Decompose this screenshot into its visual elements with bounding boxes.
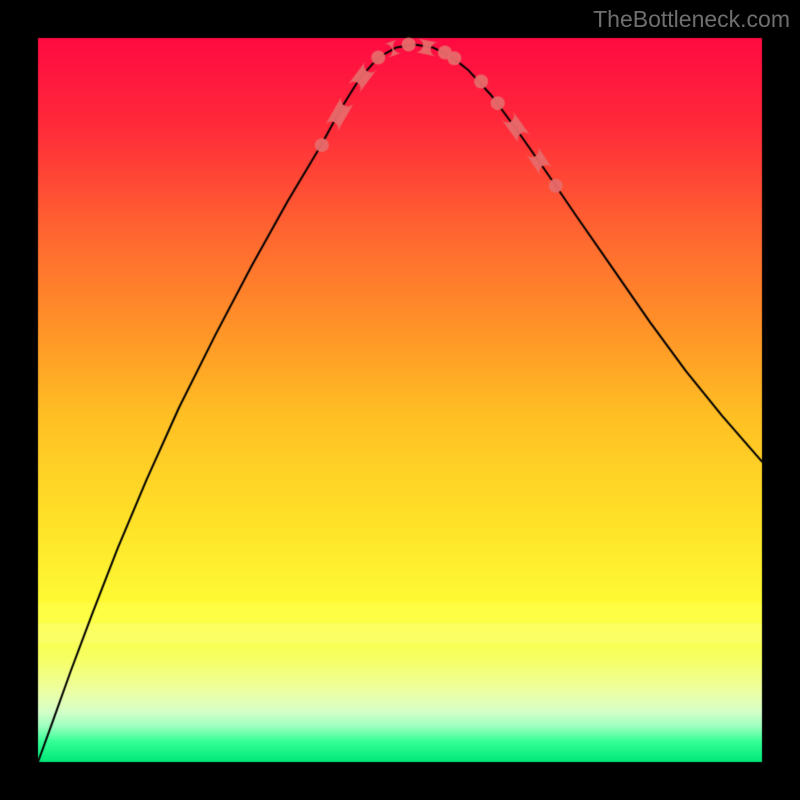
bottleneck-plot-canvas (0, 0, 800, 800)
watermark-text: TheBottleneck.com (593, 6, 790, 33)
chart-container: TheBottleneck.com (0, 0, 800, 800)
